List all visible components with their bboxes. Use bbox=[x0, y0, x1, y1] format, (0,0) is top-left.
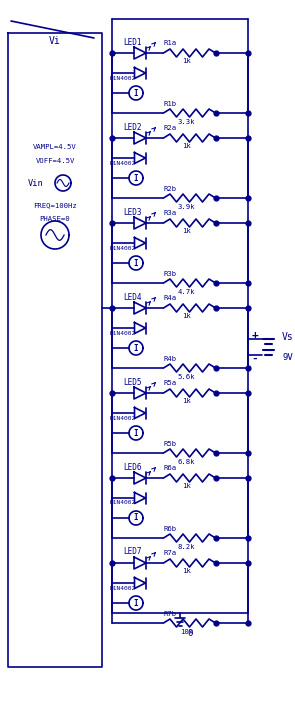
Text: LED6: LED6 bbox=[123, 463, 142, 471]
Text: I: I bbox=[134, 173, 138, 183]
Text: Vin: Vin bbox=[28, 178, 44, 188]
Text: PHASE=0: PHASE=0 bbox=[40, 216, 70, 222]
Text: R5b: R5b bbox=[163, 441, 176, 447]
Text: 1k: 1k bbox=[182, 143, 191, 149]
Text: LED7: LED7 bbox=[123, 547, 142, 557]
Text: LED2: LED2 bbox=[123, 123, 142, 131]
Text: I: I bbox=[134, 259, 138, 268]
Text: 0: 0 bbox=[187, 629, 193, 637]
Text: D1N4002: D1N4002 bbox=[110, 331, 136, 336]
Text: 1k: 1k bbox=[182, 483, 191, 489]
Text: 10k: 10k bbox=[180, 629, 193, 635]
Text: R2b: R2b bbox=[163, 186, 176, 192]
Text: D1N4002: D1N4002 bbox=[110, 160, 136, 165]
Text: 3.9k: 3.9k bbox=[178, 204, 195, 210]
Text: VAMPL=4.5V: VAMPL=4.5V bbox=[33, 144, 77, 150]
Text: -: - bbox=[252, 354, 258, 364]
Text: R3a: R3a bbox=[163, 210, 176, 216]
Text: 1k: 1k bbox=[182, 228, 191, 234]
Text: I: I bbox=[134, 428, 138, 437]
Text: R6a: R6a bbox=[163, 465, 176, 471]
Text: R7b: R7b bbox=[163, 611, 176, 617]
Text: R4b: R4b bbox=[163, 356, 176, 362]
Text: +: + bbox=[252, 330, 258, 340]
Text: 1k: 1k bbox=[182, 568, 191, 574]
Text: I: I bbox=[134, 344, 138, 352]
Text: R5a: R5a bbox=[163, 380, 176, 386]
Text: R1b: R1b bbox=[163, 101, 176, 107]
Text: 8.2k: 8.2k bbox=[178, 544, 195, 550]
Text: Vs: Vs bbox=[282, 332, 294, 342]
Text: 5.6k: 5.6k bbox=[178, 374, 195, 380]
Text: LED1: LED1 bbox=[123, 38, 142, 46]
Text: 4.7k: 4.7k bbox=[178, 289, 195, 295]
Text: I: I bbox=[134, 513, 138, 523]
Text: 1k: 1k bbox=[182, 398, 191, 404]
Text: R6b: R6b bbox=[163, 526, 176, 532]
Text: R4a: R4a bbox=[163, 295, 176, 301]
Text: D1N4002: D1N4002 bbox=[110, 246, 136, 251]
Text: FREQ=100Hz: FREQ=100Hz bbox=[33, 202, 77, 208]
Text: 1k: 1k bbox=[182, 58, 191, 64]
Text: VOFF=4.5V: VOFF=4.5V bbox=[35, 158, 75, 164]
Text: D1N4002: D1N4002 bbox=[110, 500, 136, 505]
Text: R7a: R7a bbox=[163, 550, 176, 556]
Text: R3b: R3b bbox=[163, 271, 176, 277]
Text: D1N4002: D1N4002 bbox=[110, 75, 136, 80]
Text: 6.8k: 6.8k bbox=[178, 459, 195, 465]
Text: I: I bbox=[134, 599, 138, 608]
Text: R1a: R1a bbox=[163, 40, 176, 46]
Text: 9V: 9V bbox=[283, 352, 293, 362]
Text: R2a: R2a bbox=[163, 125, 176, 131]
Text: I: I bbox=[134, 88, 138, 97]
Text: LED5: LED5 bbox=[123, 378, 142, 386]
Text: D1N4002: D1N4002 bbox=[110, 586, 136, 590]
Text: D1N4002: D1N4002 bbox=[110, 415, 136, 420]
Text: 1k: 1k bbox=[182, 313, 191, 319]
Text: 3.3k: 3.3k bbox=[178, 119, 195, 125]
Text: Vi: Vi bbox=[49, 36, 61, 46]
Text: LED3: LED3 bbox=[123, 207, 142, 217]
Text: LED4: LED4 bbox=[123, 292, 142, 302]
